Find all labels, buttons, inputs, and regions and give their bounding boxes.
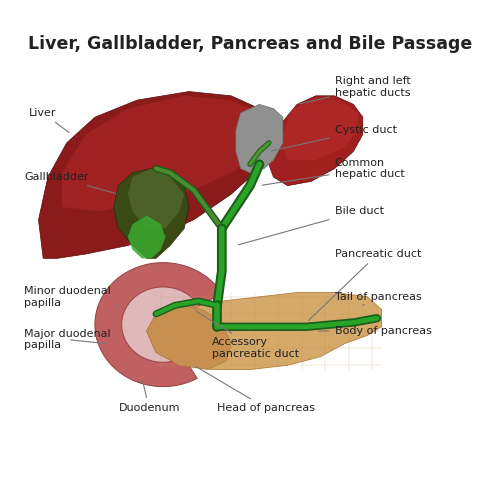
- Polygon shape: [95, 262, 222, 386]
- Text: Major duodenal
papilla: Major duodenal papilla: [24, 329, 111, 350]
- Text: Liver: Liver: [29, 108, 69, 132]
- Polygon shape: [114, 168, 189, 258]
- Text: Pancreatic duct: Pancreatic duct: [308, 249, 421, 320]
- Polygon shape: [128, 216, 166, 258]
- Text: Common
hepatic duct: Common hepatic duct: [262, 158, 404, 185]
- Text: Head of pancreas: Head of pancreas: [196, 366, 315, 413]
- Polygon shape: [146, 306, 231, 370]
- Polygon shape: [283, 100, 358, 160]
- Text: Body of pancreas: Body of pancreas: [318, 326, 432, 336]
- Text: Tail of pancreas: Tail of pancreas: [334, 292, 422, 306]
- Polygon shape: [146, 292, 382, 370]
- Polygon shape: [269, 96, 363, 186]
- Title: Liver, Gallbladder, Pancreas and Bile Passage: Liver, Gallbladder, Pancreas and Bile Pa…: [28, 35, 472, 53]
- Text: Cystic duct: Cystic duct: [272, 125, 396, 151]
- Text: Minor duodenal
papilla: Minor duodenal papilla: [24, 286, 118, 308]
- Text: Accessory
pancreatic duct: Accessory pancreatic duct: [196, 311, 300, 359]
- Polygon shape: [62, 96, 269, 212]
- Text: Bile duct: Bile duct: [238, 206, 384, 245]
- Text: Right and left
hepatic ducts: Right and left hepatic ducts: [300, 76, 410, 104]
- Text: Duodenum: Duodenum: [118, 381, 180, 413]
- Polygon shape: [122, 287, 199, 362]
- Polygon shape: [128, 168, 184, 228]
- Text: Gallbladder: Gallbladder: [24, 172, 116, 194]
- Polygon shape: [38, 92, 274, 258]
- Polygon shape: [236, 104, 283, 173]
